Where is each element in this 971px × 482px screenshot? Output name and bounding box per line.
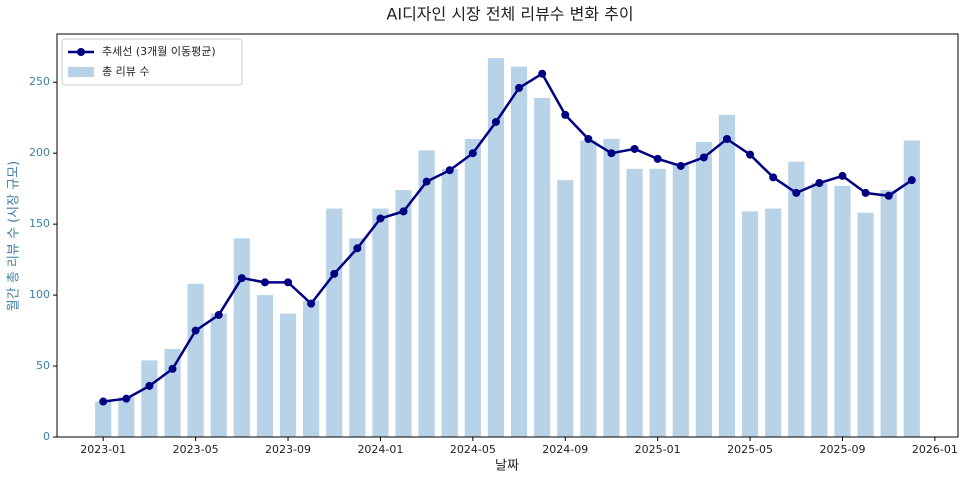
bar [464, 139, 481, 437]
y-tick-label: 0 [43, 430, 50, 443]
bar [118, 397, 135, 437]
trend-marker [515, 83, 524, 92]
trend-marker [422, 177, 431, 186]
trend-marker [445, 166, 454, 175]
trend-marker [307, 299, 316, 308]
y-tick-label: 50 [36, 359, 50, 372]
legend-marker [77, 48, 85, 56]
trend-marker [561, 110, 570, 119]
bar [326, 208, 343, 437]
trend-marker [330, 269, 339, 278]
x-tick-label: 2026-01 [912, 443, 958, 456]
x-tick-label: 2023-05 [173, 443, 219, 456]
trend-marker [769, 173, 778, 182]
x-tick-label: 2023-09 [265, 443, 311, 456]
legend-label: 추세선 (3개월 이동평균) [102, 45, 216, 58]
y-tick-label: 150 [29, 217, 50, 230]
trend-marker [607, 149, 616, 158]
x-tick-label: 2025-09 [820, 443, 866, 456]
y-tick-label: 250 [29, 75, 50, 88]
bar [95, 401, 112, 437]
trend-marker [145, 381, 154, 390]
bar [580, 140, 597, 437]
trend-marker [260, 278, 269, 287]
bar [164, 349, 181, 437]
trend-marker [191, 326, 200, 335]
trend-line [103, 71, 913, 403]
trend-marker [99, 397, 108, 406]
legend-swatch [68, 67, 94, 77]
trend-marker [214, 310, 223, 319]
bar [141, 360, 158, 437]
trend-marker [353, 244, 362, 253]
trend-marker [746, 150, 755, 159]
bar [372, 208, 389, 437]
bar [741, 211, 759, 437]
x-axis-label: 날짜 [495, 459, 519, 474]
trend-marker [491, 117, 500, 126]
bar [903, 140, 920, 437]
bar [418, 150, 435, 437]
plot-frame [56, 33, 959, 438]
bar [811, 182, 828, 437]
bar [510, 66, 528, 437]
bar [441, 168, 458, 437]
bar [672, 164, 689, 437]
y-tick-label: 200 [29, 146, 50, 159]
trend-marker [399, 207, 408, 216]
trend-marker [838, 171, 847, 180]
x-tick-label: 2024-01 [357, 443, 403, 456]
bar [765, 208, 782, 437]
trend-marker [237, 274, 246, 283]
trend-marker [284, 278, 293, 287]
bar [788, 161, 805, 437]
x-tick-label: 2024-05 [450, 443, 496, 456]
y-axis-label: 월간 총 리뷰 수 (시장 규모) [7, 161, 22, 311]
trend-marker [815, 178, 824, 187]
bar [557, 180, 574, 437]
bar [603, 139, 620, 437]
trend-marker [376, 214, 385, 223]
bar [487, 58, 505, 438]
bar [857, 212, 874, 437]
legend-box [61, 38, 243, 86]
chart-title: AI디자인 시장 전체 리뷰수 변화 추이 [386, 5, 633, 24]
bar [834, 185, 851, 437]
bar [256, 295, 274, 437]
trend-marker [653, 154, 662, 163]
trend-marker [907, 176, 916, 185]
x-tick-label: 2025-01 [635, 443, 681, 456]
bar [695, 141, 712, 437]
trend-marker [468, 149, 477, 158]
trend-marker [884, 191, 893, 200]
trend-marker [538, 69, 547, 78]
bar [626, 168, 643, 437]
trend-marker [861, 188, 870, 197]
bar [279, 313, 297, 437]
trend-marker [122, 394, 131, 403]
bar [534, 97, 551, 437]
bar [187, 283, 204, 437]
bar [395, 190, 412, 437]
bar [349, 238, 366, 437]
trend-marker [792, 188, 801, 197]
trend-marker [584, 135, 593, 144]
y-tick-label: 100 [29, 288, 50, 301]
bar [233, 238, 250, 437]
trend-marker [630, 144, 639, 153]
bar [649, 168, 666, 437]
bar [210, 313, 227, 437]
bar [718, 114, 736, 438]
bar [880, 190, 897, 437]
x-tick-label: 2024-09 [542, 443, 588, 456]
bar [303, 300, 320, 437]
x-tick-label: 2025-05 [727, 443, 773, 456]
trend-marker [168, 364, 177, 373]
trend-marker [699, 153, 708, 162]
trend-marker [722, 135, 731, 144]
legend-label: 총 리뷰 수 [102, 65, 149, 78]
trend-marker [676, 161, 685, 170]
x-tick-label: 2023-01 [80, 443, 126, 456]
